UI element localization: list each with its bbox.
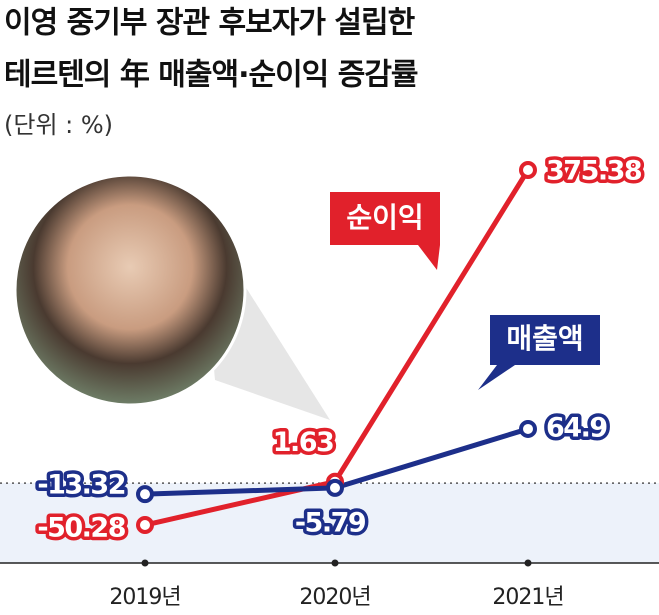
value-label: 64.9 xyxy=(546,412,607,443)
legend-callout xyxy=(330,192,440,270)
legend-label: 매출액 xyxy=(506,322,583,355)
chart-title-line: 이영 중기부 장관 후보자가 설립한 xyxy=(4,6,416,41)
x-tick xyxy=(141,559,149,567)
data-point xyxy=(326,478,344,497)
data-point xyxy=(519,161,537,179)
data-point xyxy=(136,485,154,504)
value-label: -5.79 xyxy=(295,507,366,538)
negative-region xyxy=(0,483,659,563)
data-point xyxy=(136,516,154,534)
x-tick-label: 2020년 xyxy=(299,585,370,610)
chart-title-line: 테르텐의 年 매출액·순이익 증감률 xyxy=(4,58,418,93)
legend-callout xyxy=(478,315,600,390)
x-tick xyxy=(331,559,339,567)
value-label: -13.32 xyxy=(37,470,125,501)
x-tick-label: 2019년 xyxy=(109,585,180,610)
x-tick-label: 2021년 xyxy=(492,585,563,610)
x-tick xyxy=(524,559,532,567)
portrait-photo xyxy=(13,173,247,407)
legend-label: 순이익 xyxy=(346,201,423,234)
chart-subtitle: (단위 : %) xyxy=(4,111,113,139)
data-point xyxy=(519,419,537,438)
value-label: 375.38 xyxy=(546,156,642,187)
value-label: 1.63 xyxy=(273,427,334,458)
value-label: -50.28 xyxy=(37,513,125,544)
